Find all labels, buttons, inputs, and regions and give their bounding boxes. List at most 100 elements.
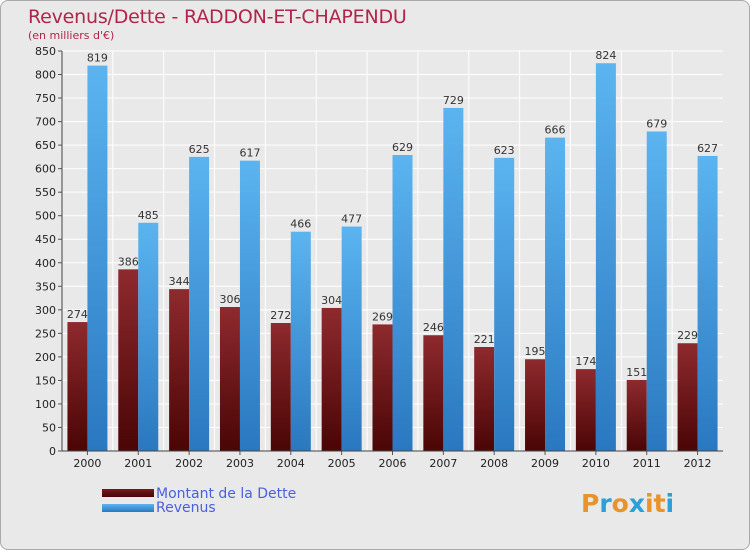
data-label-revenus-2004: 466 (290, 218, 311, 231)
data-label-revenus-2008: 623 (494, 144, 515, 157)
logo-letter: i (645, 489, 654, 518)
bar-dette-2008 (474, 347, 495, 451)
chart-subtitle: (en milliers d'€) (28, 29, 115, 42)
bar-dette-2001 (118, 269, 139, 451)
data-label-dette-2002: 344 (169, 275, 190, 288)
data-label-revenus-2012: 627 (697, 142, 718, 155)
y-tick-label: 800 (35, 69, 56, 82)
x-tick-label-2005: 2005 (328, 457, 356, 470)
legend-swatch-revenus (102, 504, 154, 512)
data-label-dette-2010: 174 (575, 355, 596, 368)
x-tick-label-2008: 2008 (480, 457, 508, 470)
bar-revenus-2006 (392, 155, 413, 451)
bar-dette-2010 (575, 369, 596, 451)
y-tick-label: 50 (42, 421, 56, 434)
bar-revenus-2010 (595, 63, 616, 452)
data-label-dette-2012: 229 (677, 329, 698, 342)
x-tick-label-2002: 2002 (175, 457, 203, 470)
data-label-revenus-2010: 824 (595, 49, 616, 62)
data-label-dette-2003: 306 (219, 293, 240, 306)
data-label-revenus-2009: 666 (545, 124, 566, 137)
x-tick-label-2003: 2003 (226, 457, 254, 470)
data-label-dette-2011: 151 (626, 366, 647, 379)
bar-revenus-2008 (494, 157, 515, 451)
y-tick-label: 650 (35, 139, 56, 152)
y-tick-label: 550 (35, 186, 56, 199)
x-tick-label-2010: 2010 (582, 457, 610, 470)
data-label-revenus-2005: 477 (341, 213, 362, 226)
bar-revenus-2007 (443, 107, 464, 452)
y-tick-label: 850 (35, 45, 56, 58)
y-tick-label: 600 (35, 163, 56, 176)
y-tick-label: 150 (35, 374, 56, 387)
y-tick-label: 350 (35, 280, 56, 293)
bar-revenus-2003 (239, 160, 260, 451)
logo-letter: o (611, 489, 629, 518)
y-tick-label: 300 (35, 304, 56, 317)
bar-revenus-2001 (138, 222, 159, 451)
data-label-dette-2006: 269 (372, 310, 393, 323)
legend-label-revenus: Revenus (156, 500, 216, 516)
y-tick-label: 500 (35, 210, 56, 223)
data-label-dette-2007: 246 (423, 321, 444, 334)
x-tick-label-2011: 2011 (633, 457, 661, 470)
x-tick-label-2004: 2004 (277, 457, 305, 470)
proxiti-logo: Proxiti (581, 489, 674, 518)
x-tick-label-2006: 2006 (379, 457, 407, 470)
bar-revenus-2005 (341, 226, 362, 451)
y-tick-label: 750 (35, 92, 56, 105)
bar-dette-2009 (525, 359, 546, 451)
bar-revenus-2004 (290, 231, 311, 451)
axes (58, 50, 723, 455)
data-label-revenus-2003: 617 (239, 147, 260, 160)
bar-revenus-2009 (545, 137, 566, 451)
data-label-revenus-2011: 679 (646, 117, 667, 130)
y-tick-label: 400 (35, 257, 56, 270)
x-tick-label-2007: 2007 (429, 457, 457, 470)
bar-dette-2004 (270, 323, 291, 451)
data-label-dette-2008: 221 (474, 333, 495, 346)
bar-dette-2005 (321, 307, 342, 451)
labels: 0 50 100 150 200 250 300 350 400 450 500 550 600 650 7… (35, 45, 718, 470)
logo-letter: i (665, 489, 675, 518)
data-label-dette-2009: 195 (525, 345, 546, 358)
bar-revenus-2000 (87, 65, 108, 452)
data-label-dette-2004: 272 (270, 309, 291, 322)
bar-dette-2003 (219, 307, 240, 451)
logo-letter: x (628, 489, 645, 518)
bar-revenus-2002 (189, 156, 210, 451)
legend-label-dette: Montant de la Dette (156, 486, 297, 502)
bar-dette-2006 (372, 324, 393, 451)
bar-dette-2011 (626, 379, 647, 451)
y-tick-label: 700 (35, 116, 56, 129)
data-label-dette-2005: 304 (321, 294, 342, 307)
data-label-revenus-2001: 485 (138, 209, 159, 222)
data-label-dette-2000: 274 (67, 308, 88, 321)
chart-title: Revenus/Dette - RADDON-ET-CHAPENDU (28, 6, 407, 28)
y-tick-label: 0 (49, 445, 56, 458)
x-tick-label-2000: 2000 (73, 457, 101, 470)
logo-letter: P (581, 489, 600, 518)
bar-dette-2007 (423, 335, 444, 451)
logo-letter: r (599, 489, 612, 518)
y-tick-label: 250 (35, 327, 56, 340)
y-tick-label: 200 (35, 351, 56, 364)
bar-revenus-2012 (697, 155, 718, 452)
x-tick-label-2012: 2012 (684, 457, 712, 470)
x-tick-label-2001: 2001 (124, 457, 152, 470)
bar-dette-2012 (677, 343, 698, 451)
legend-swatch-dette (102, 489, 154, 497)
data-label-dette-2001: 386 (118, 255, 139, 268)
bar-revenus-2011 (646, 131, 667, 451)
bars (67, 63, 718, 452)
y-tick-label: 450 (35, 233, 56, 246)
data-label-revenus-2007: 729 (443, 94, 464, 107)
bar-dette-2002 (169, 289, 190, 451)
data-label-revenus-2006: 629 (392, 141, 413, 154)
data-label-revenus-2002: 625 (189, 143, 210, 156)
y-tick-label: 100 (35, 398, 56, 411)
x-tick-label-2009: 2009 (531, 457, 559, 470)
bar-dette-2000 (67, 322, 88, 451)
